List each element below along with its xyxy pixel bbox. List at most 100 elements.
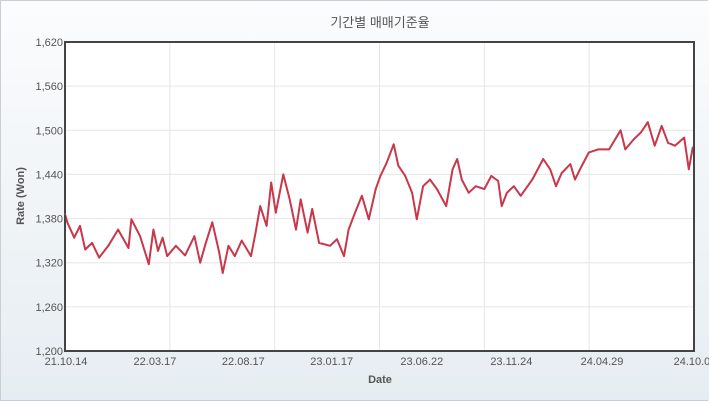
- data-point: [336, 238, 338, 240]
- data-point: [343, 255, 345, 257]
- data-point: [227, 244, 230, 247]
- data-point: [436, 188, 438, 190]
- data-point: [66, 221, 69, 224]
- y-tick-label: 1,200: [35, 346, 63, 358]
- data-point: [193, 235, 196, 238]
- data-point: [461, 178, 463, 181]
- data-point: [451, 168, 454, 171]
- data-point: [555, 185, 557, 187]
- data-point: [295, 228, 297, 231]
- data-point: [506, 192, 508, 194]
- data-point: [653, 144, 656, 147]
- y-tick-label: 1,620: [35, 37, 63, 49]
- data-point: [199, 261, 201, 264]
- data-point: [329, 244, 331, 247]
- data-point: [157, 250, 159, 252]
- data-point: [597, 148, 599, 151]
- data-point: [397, 164, 400, 167]
- data-point: [139, 235, 141, 238]
- data-point: [250, 255, 252, 257]
- data-point: [130, 218, 133, 221]
- x-tick-label: 23.01.17: [310, 356, 353, 368]
- data-point: [318, 242, 320, 244]
- data-point: [282, 173, 285, 176]
- data-point: [218, 251, 221, 254]
- x-axis-label: Date: [368, 374, 392, 386]
- y-axis-label: Rate (Won): [15, 167, 27, 225]
- data-point: [422, 185, 424, 187]
- y-tick-label: 1,320: [35, 258, 63, 270]
- data-point: [581, 164, 583, 167]
- y-tick-label: 1,260: [35, 302, 63, 314]
- x-tick-label: 24.04.29: [581, 356, 624, 368]
- data-point: [512, 185, 515, 187]
- data-point: [674, 144, 676, 147]
- data-point: [415, 218, 418, 221]
- data-point: [549, 168, 551, 171]
- data-point: [646, 121, 649, 123]
- data-point: [467, 192, 470, 194]
- data-point: [368, 218, 370, 221]
- x-tick-label: 23.06.22: [400, 356, 443, 368]
- data-point: [404, 175, 407, 177]
- data-point: [660, 125, 663, 127]
- data-point: [166, 255, 169, 257]
- data-point: [519, 194, 522, 197]
- data-point: [64, 213, 66, 215]
- data-point: [184, 254, 186, 257]
- data-point: [429, 178, 431, 181]
- data-point: [299, 198, 302, 201]
- x-tick-label: 22.08.17: [222, 356, 265, 368]
- data-point: [311, 208, 314, 210]
- data-point: [667, 141, 669, 144]
- data-point: [633, 138, 635, 140]
- data-point: [374, 188, 377, 190]
- data-point: [221, 272, 224, 274]
- chart-title: 기간별 매매기준율: [330, 15, 429, 30]
- x-tick-label: 23.11.24: [490, 356, 532, 368]
- data-point: [500, 205, 503, 207]
- data-point: [411, 192, 413, 194]
- data-point: [497, 180, 499, 182]
- data-point: [624, 148, 627, 151]
- data-point: [211, 221, 214, 224]
- data-point: [392, 143, 395, 146]
- data-point: [275, 211, 277, 214]
- data-point: [127, 247, 130, 249]
- data-point: [79, 225, 81, 227]
- data-point: [204, 243, 207, 246]
- data-point: [608, 148, 610, 151]
- data-point: [569, 163, 572, 165]
- data-point: [379, 175, 382, 177]
- data-point: [259, 205, 262, 207]
- data-point: [574, 178, 576, 181]
- data-point: [619, 129, 622, 132]
- data-point: [91, 242, 93, 244]
- data-point: [152, 228, 155, 231]
- data-point: [306, 231, 309, 234]
- data-point: [175, 244, 177, 247]
- data-point: [147, 263, 150, 265]
- data-point: [265, 225, 268, 227]
- data-point: [531, 178, 534, 181]
- data-point: [474, 185, 477, 187]
- data-point: [456, 158, 458, 160]
- data-point: [688, 168, 690, 171]
- data-point: [640, 131, 642, 134]
- data-point: [117, 228, 119, 231]
- data-point: [240, 239, 243, 242]
- data-point: [347, 228, 350, 231]
- y-tick-label: 1,500: [35, 125, 63, 137]
- data-point: [288, 198, 291, 201]
- data-points: [64, 121, 694, 274]
- data-point: [588, 151, 590, 154]
- data-point: [483, 188, 486, 190]
- data-point: [361, 194, 363, 197]
- y-tick-label: 1,380: [35, 214, 63, 226]
- data-point: [560, 172, 563, 174]
- x-tick-label: 22.03.17: [134, 356, 177, 368]
- data-point: [490, 175, 493, 177]
- data-point: [98, 256, 100, 259]
- y-tick-label: 1,560: [35, 81, 63, 93]
